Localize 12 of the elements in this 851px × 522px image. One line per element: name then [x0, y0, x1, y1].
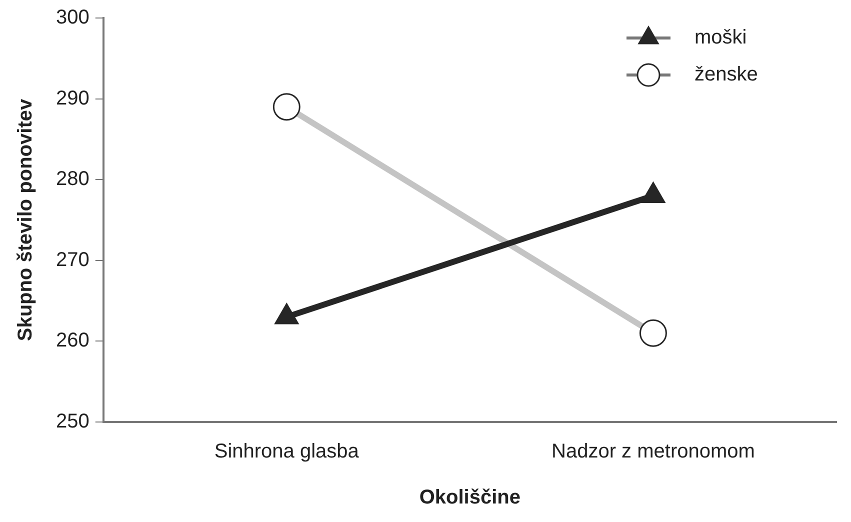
y-axis-title: Skupno število ponovitev: [14, 98, 37, 342]
legend-label: ženske: [694, 64, 758, 86]
x-axis-title: Okoliščine: [419, 486, 521, 509]
legend-label: moški: [694, 26, 747, 49]
y-tick-label: 300: [56, 6, 90, 29]
y-tick-label: 250: [56, 410, 90, 433]
x-tick-label: Nadzor z metronomom: [552, 440, 755, 463]
y-tick-label: 260: [56, 330, 90, 352]
y-tick-label: 280: [56, 168, 90, 190]
y-tick-label: 270: [56, 248, 90, 271]
x-tick-label: Sinhrona glasba: [214, 440, 360, 463]
y-tick-label: 290: [56, 87, 90, 110]
